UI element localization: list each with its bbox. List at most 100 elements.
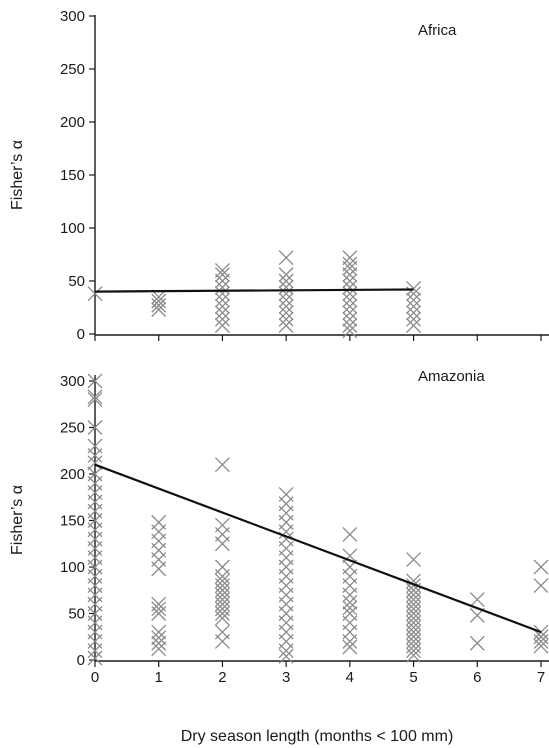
data-point-marker: [87, 420, 103, 435]
data-point-marker: [278, 250, 294, 266]
data-point-marker: [214, 279, 230, 295]
data-point-marker: [342, 323, 358, 339]
data-point-marker: [278, 311, 294, 327]
data-point-marker: [469, 592, 485, 608]
y-tick-label: 100: [60, 559, 85, 576]
data-point-marker: [469, 635, 485, 651]
data-point-marker: [342, 633, 358, 649]
data-point-marker: [342, 639, 358, 655]
data-point-marker: [342, 256, 358, 272]
data-point-marker: [278, 298, 294, 314]
data-point-marker: [214, 305, 230, 321]
x-tick-label: 0: [91, 669, 99, 686]
y-tick-label: 50: [68, 606, 85, 623]
data-point-marker: [278, 318, 294, 333]
data-point-marker: [406, 318, 422, 333]
data-point-marker: [214, 298, 230, 314]
data-point-marker: [342, 273, 358, 289]
data-point-marker: [342, 600, 358, 616]
data-point-marker: [151, 601, 167, 617]
data-point-marker: [342, 298, 358, 314]
data-point-marker: [342, 250, 358, 266]
data-point-marker: [342, 594, 358, 610]
data-point-marker: [278, 279, 294, 295]
data-point-marker: [278, 305, 294, 321]
panel-amazonia: 0 50 100 150 200 250 300 0 1 2 3 4 5 6 7 Fisher’s α Amaz…: [9, 368, 549, 686]
data-point-marker: [533, 559, 549, 575]
data-point-marker: [151, 561, 167, 577]
data-point-marker: [214, 292, 230, 308]
data-point-marker: [342, 311, 358, 327]
data-point-marker: [406, 280, 422, 296]
data-point-marker: [214, 633, 230, 649]
data-point-marker: [214, 610, 230, 626]
data-point-marker: [214, 606, 230, 621]
data-point-marker: [87, 392, 103, 408]
data-point-marker: [214, 457, 230, 473]
data-point-marker: [214, 267, 230, 283]
data-point-marker: [151, 630, 167, 646]
data-point-marker: [151, 641, 167, 657]
y-tick-label: 300: [60, 373, 85, 390]
x-tick-label: 7: [537, 669, 545, 686]
data-point-marker: [533, 638, 549, 654]
data-point-marker: [278, 524, 294, 540]
y-tick-label: 200: [60, 114, 85, 131]
y-tick-label: 150: [60, 167, 85, 184]
data-point-marker: [151, 635, 167, 651]
data-point-marker: [151, 293, 167, 309]
y-tick-label: 300: [60, 8, 85, 25]
data-point-marker: [278, 273, 294, 289]
data-point-marker: [406, 292, 422, 308]
data-point-marker: [214, 536, 230, 552]
y-axis-title: Fisher’s α: [9, 140, 26, 210]
x-tick-label: 4: [346, 669, 354, 686]
y-tick-label: 50: [68, 273, 85, 290]
y-tick-label: 0: [77, 652, 85, 669]
x-tick-label: 5: [409, 669, 417, 686]
data-point-marker: [278, 286, 294, 302]
data-point-marker: [151, 624, 167, 640]
data-point-marker: [406, 647, 422, 663]
x-tick-label: 2: [218, 669, 226, 686]
data-point-marker: [406, 305, 422, 321]
data-point-marker: [533, 633, 549, 649]
y-tick-label: 200: [60, 466, 85, 483]
data-point-marker: [342, 267, 358, 283]
data-point-marker: [278, 648, 294, 664]
y-axis-title: Fisher’s α: [9, 485, 26, 555]
data-point-marker: [406, 298, 422, 314]
data-point-marker: [87, 286, 103, 302]
x-tick-label: 3: [282, 669, 290, 686]
data-point-marker: [87, 650, 103, 666]
trend-line: [94, 288, 414, 293]
data-point-marker: [278, 643, 294, 659]
data-point-marker: [87, 643, 103, 659]
data-point-marker: [87, 373, 103, 389]
data-point-marker: [151, 606, 167, 621]
data-point-marker: [342, 305, 358, 321]
data-point-marker: [342, 292, 358, 308]
data-point-marker: [342, 279, 358, 295]
data-point-marker: [406, 552, 422, 568]
x-tick-label: 6: [473, 669, 481, 686]
data-point-marker: [406, 643, 422, 659]
panel-africa: 0 50 100 150 200 250 300 Fisher’s α Africa: [9, 8, 549, 343]
data-point-marker: [342, 260, 358, 276]
data-point-marker: [87, 389, 103, 405]
data-point-marker: [342, 548, 358, 564]
x-tick-label: 1: [155, 669, 163, 686]
y-tick-label: 0: [77, 326, 85, 343]
data-point-marker: [214, 311, 230, 327]
data-point-marker: [406, 311, 422, 327]
x-axis-title: Dry season length (months < 100 mm): [181, 728, 454, 745]
y-tick-label: 250: [60, 61, 85, 78]
y-tick-label: 250: [60, 420, 85, 437]
data-point-marker: [342, 318, 358, 333]
data-point-marker: [278, 267, 294, 283]
trend-line: [94, 463, 542, 634]
data-point-marker: [214, 273, 230, 289]
data-point-marker: [214, 262, 230, 278]
data-point-marker: [214, 318, 230, 333]
data-point-marker: [533, 578, 549, 594]
